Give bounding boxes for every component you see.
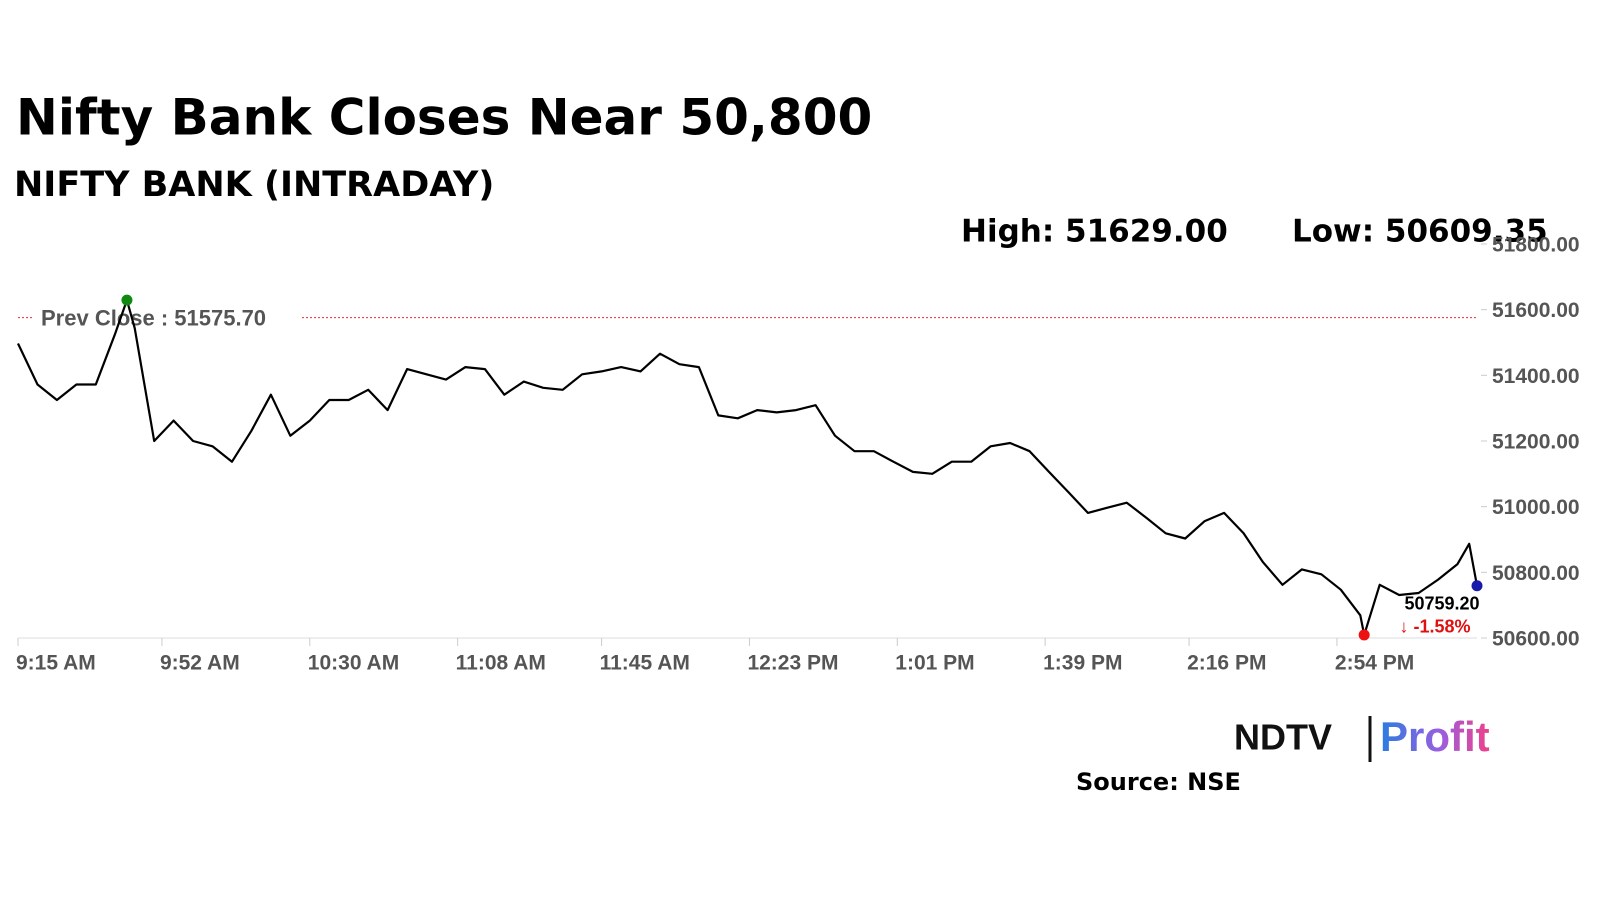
x-tick-label: 11:08 AM — [456, 652, 546, 675]
x-tick-label: 9:52 AM — [160, 652, 240, 675]
chart-subtitle: NIFTY BANK (INTRADAY) — [14, 165, 494, 205]
high-label: High: 51629.00 — [961, 214, 1228, 250]
x-tick-label: 10:30 AM — [308, 652, 399, 675]
y-tick-label: 51600.00 — [1492, 299, 1580, 322]
source: Source: NSE — [1076, 768, 1241, 796]
low-point — [1358, 629, 1370, 641]
last-value-label: 50759.20 — [1404, 593, 1479, 613]
x-tick-label: 12:23 PM — [747, 652, 838, 675]
x-tick-label: 9:15 AM — [16, 652, 96, 675]
last-point — [1471, 580, 1483, 592]
low-label: Low: 50609.35 — [1292, 214, 1548, 250]
high-point — [121, 294, 133, 306]
brand-profit: Profit — [1380, 713, 1490, 760]
y-tick-label: 51400.00 — [1492, 365, 1580, 388]
x-tick-label: 1:39 PM — [1043, 652, 1122, 675]
x-tick-label: 2:16 PM — [1187, 652, 1266, 675]
x-tick-label: 2:54 PM — [1335, 652, 1414, 675]
y-tick-label: 51200.00 — [1492, 431, 1580, 454]
change-label: ↓ -1.58% — [1399, 616, 1470, 636]
x-tick-label: 11:45 AM — [600, 652, 690, 675]
x-tick-label: 1:01 PM — [895, 652, 974, 675]
brand-ndtv: NDTV — [1234, 717, 1332, 758]
prev-close-label: Prev Close : 51575.70 — [41, 305, 266, 330]
price-line — [17, 299, 1479, 636]
y-tick-label: 50800.00 — [1492, 562, 1580, 585]
y-tick-label: 50600.00 — [1492, 628, 1580, 651]
y-tick-label: 51000.00 — [1492, 496, 1580, 519]
chart-title: Nifty Bank Closes Near 50,800 — [16, 89, 872, 147]
y-tick-label: 51800.00 — [1492, 234, 1580, 257]
prev-close-label-bg — [34, 303, 302, 332]
